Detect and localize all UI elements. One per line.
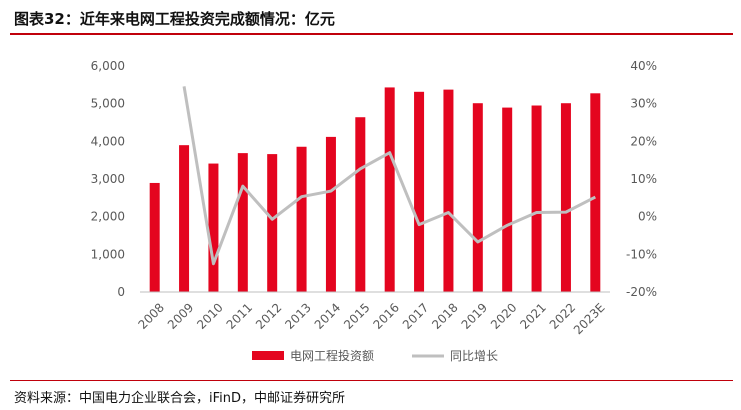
y-right-tick-label: -10% (626, 247, 657, 261)
bar-2016 (384, 87, 395, 292)
left-axis: 0 1,000 2,000 3,000 4,000 5,000 6,000 (91, 59, 125, 299)
bar-2015 (355, 117, 366, 292)
chart-area: 0 1,000 2,000 3,000 4,000 5,000 6,000 -20% -10%… (91, 59, 657, 363)
y-right-tick-label: 10% (630, 172, 657, 186)
header-divider (10, 33, 733, 35)
x-tick-label: 2008 (136, 300, 167, 331)
x-tick-label: 2019 (459, 300, 490, 331)
bar-2019 (472, 103, 483, 293)
footer-divider (10, 380, 733, 381)
x-tick-label: 2020 (488, 300, 519, 331)
chart-title: 图表32：近年来电网工程投资完成额情况：亿元 (14, 10, 335, 28)
bar-2011 (237, 153, 248, 292)
y-left-tick-label: 5,000 (91, 97, 125, 111)
x-tick-label: 2010 (194, 300, 225, 331)
right-axis: -20% -10% 0% 10% 20% 30% 40% (626, 59, 657, 299)
report-header: 图表32：近年来电网工程投资完成额情况：亿元 (0, 0, 741, 35)
y-right-tick-label: 40% (630, 59, 657, 73)
bar-2014 (325, 136, 336, 292)
bar-2023E (590, 93, 601, 292)
x-tick-label: 2023E (571, 300, 608, 337)
source-note: 资料来源：中国电力企业联合会，iFinD，中邮证券研究所 (14, 391, 346, 406)
x-tick-label: 2016 (371, 300, 402, 331)
report-footer: 资料来源：中国电力企业联合会，iFinD，中邮证券研究所 (10, 380, 733, 410)
bar-2013 (296, 146, 307, 292)
bar-2022 (560, 103, 571, 293)
y-left-tick-label: 3,000 (91, 172, 125, 186)
bar-2008 (149, 182, 160, 292)
legend: 电网工程投资额 同比增长 (252, 348, 498, 363)
y-right-tick-label: 30% (630, 97, 657, 111)
x-axis: 2008200920102011201220132014201520162017… (136, 291, 610, 337)
bar-2012 (267, 154, 278, 292)
x-tick-label: 2017 (400, 300, 431, 331)
y-left-tick-label: 4,000 (91, 134, 125, 148)
legend-bar-swatch (252, 351, 284, 360)
bar-2020 (502, 107, 513, 292)
x-tick-label: 2009 (165, 300, 196, 331)
y-left-tick-label: 2,000 (91, 210, 125, 224)
y-left-tick-label: 6,000 (91, 59, 125, 73)
bar-2018 (443, 89, 454, 292)
x-tick-label: 2011 (224, 300, 255, 331)
bar-2009 (179, 145, 190, 292)
x-tick-label: 2014 (312, 300, 343, 331)
legend-line-label: 同比增长 (450, 349, 498, 363)
y-right-tick-label: 0% (638, 210, 657, 224)
bar-2017 (414, 91, 425, 292)
legend-bar-label: 电网工程投资额 (290, 348, 374, 363)
x-tick-label: 2013 (282, 300, 313, 331)
y-left-tick-label: 0 (117, 285, 125, 299)
bar-series (149, 87, 601, 293)
x-tick-label: 2021 (517, 300, 548, 331)
y-right-tick-label: 20% (630, 134, 657, 148)
x-tick-label: 2018 (429, 300, 460, 331)
bar-2010 (208, 163, 219, 292)
x-tick-label: 2012 (253, 300, 284, 331)
line-series (182, 86, 596, 266)
x-tick-label: 2015 (341, 300, 372, 331)
y-right-tick-label: -20% (626, 285, 657, 299)
bar-2021 (531, 105, 542, 293)
y-left-tick-label: 1,000 (91, 247, 125, 261)
